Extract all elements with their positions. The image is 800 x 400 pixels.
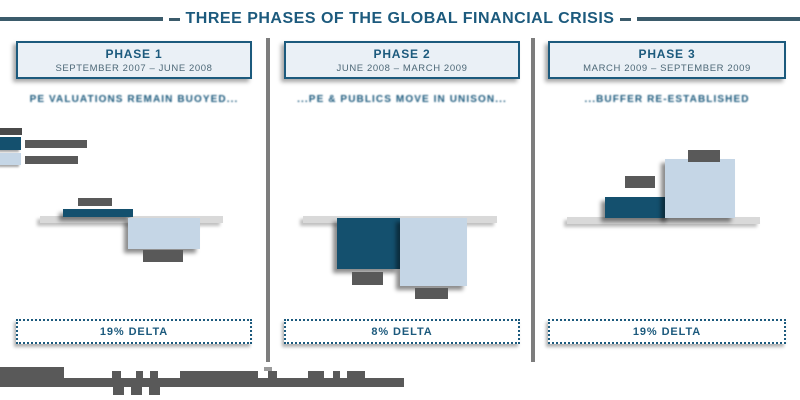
redacted-text-block: [149, 387, 160, 395]
legend-swatch-light-series: [0, 153, 21, 165]
delta-box: 19% DELTA: [548, 319, 786, 344]
title-dash-left: [168, 17, 180, 21]
redacted-text-block: [180, 371, 258, 378]
redacted-text-block: [136, 371, 143, 378]
delta-label: 19% DELTA: [632, 325, 702, 338]
redacted-text-block: [268, 371, 277, 378]
redacted-text-block: [131, 387, 142, 395]
bar-dark-series: [605, 197, 670, 218]
phase-1-panel: PHASE 1 SEPTEMBER 2007 – JUNE 2008 PE VA…: [16, 0, 252, 400]
delta-box: 19% DELTA: [16, 319, 252, 344]
panel-divider-2: [531, 38, 535, 362]
redacted-text-block: [264, 367, 272, 371]
phase-2-header-box: PHASE 2 JUNE 2008 – MARCH 2009: [284, 41, 520, 79]
legend-heading-redacted: [0, 128, 22, 135]
phase-1-chart: [16, 0, 252, 400]
panel-divider-1: [266, 38, 270, 362]
redacted-text-block: [308, 371, 324, 378]
legend-swatch-dark-series: [0, 137, 21, 150]
title-rule-left: [0, 17, 163, 21]
bar-label-redacted: [688, 150, 720, 162]
redacted-text-block: [0, 378, 404, 387]
bar-light-series: [665, 159, 735, 218]
redacted-text-block: [112, 371, 121, 378]
phase-title: PHASE 2: [373, 46, 431, 61]
redacted-text-block: [347, 371, 365, 378]
bar-label-redacted: [625, 176, 655, 188]
phase-3-header-box: PHASE 3 MARCH 2009 – SEPTEMBER 2009: [548, 41, 786, 79]
phase-1-header-box: PHASE 1 SEPTEMBER 2007 – JUNE 2008: [16, 41, 252, 79]
phase-2-panel: PHASE 2 JUNE 2008 – MARCH 2009 ...PE & P…: [284, 0, 520, 400]
phase-3-chart: [548, 0, 786, 400]
redacted-text-block: [113, 387, 124, 395]
phase-title: PHASE 3: [638, 46, 696, 61]
delta-label: 19% DELTA: [99, 325, 169, 338]
bar-light-series: [128, 218, 200, 249]
delta-box: 8% DELTA: [284, 319, 520, 344]
page-title: THREE PHASES OF THE GLOBAL FINANCIAL CRI…: [185, 10, 615, 27]
phase-subtitle: ...BUFFER RE-ESTABLISHED: [584, 94, 750, 105]
redacted-text-block: [333, 371, 340, 378]
bar-dark-series: [63, 209, 133, 217]
legend-label-redacted: [25, 156, 78, 164]
delta-label: 8% DELTA: [371, 325, 433, 338]
phase-2-chart: [284, 0, 520, 400]
phase-date-range: SEPTEMBER 2007 – JUNE 2008: [55, 62, 213, 74]
redacted-text-block: [150, 371, 158, 378]
bar-label-redacted: [415, 288, 448, 299]
title-rule-right: [637, 17, 800, 21]
phase-subtitle: PE VALUATIONS REMAIN BUOYED...: [29, 94, 239, 105]
bar-label-redacted: [78, 198, 112, 206]
bar-dark-series: [337, 218, 400, 269]
legend-label-redacted: [25, 140, 87, 148]
redacted-text-block: [0, 367, 64, 378]
bar-label-redacted: [352, 272, 383, 285]
bar-label-redacted: [143, 250, 183, 262]
phase-title: PHASE 1: [105, 46, 163, 61]
phase-date-range: JUNE 2008 – MARCH 2009: [336, 62, 468, 74]
phase-date-range: MARCH 2009 – SEPTEMBER 2009: [583, 62, 751, 74]
phase-subtitle: ...PE & PUBLICS MOVE IN UNISON...: [297, 94, 507, 105]
bar-light-series: [400, 218, 467, 286]
title-dash-right: [620, 17, 632, 21]
phase-3-panel: PHASE 3 MARCH 2009 – SEPTEMBER 2009 ...B…: [548, 0, 786, 400]
title-row: THREE PHASES OF THE GLOBAL FINANCIAL CRI…: [0, 8, 800, 30]
zero-baseline: [567, 217, 760, 224]
